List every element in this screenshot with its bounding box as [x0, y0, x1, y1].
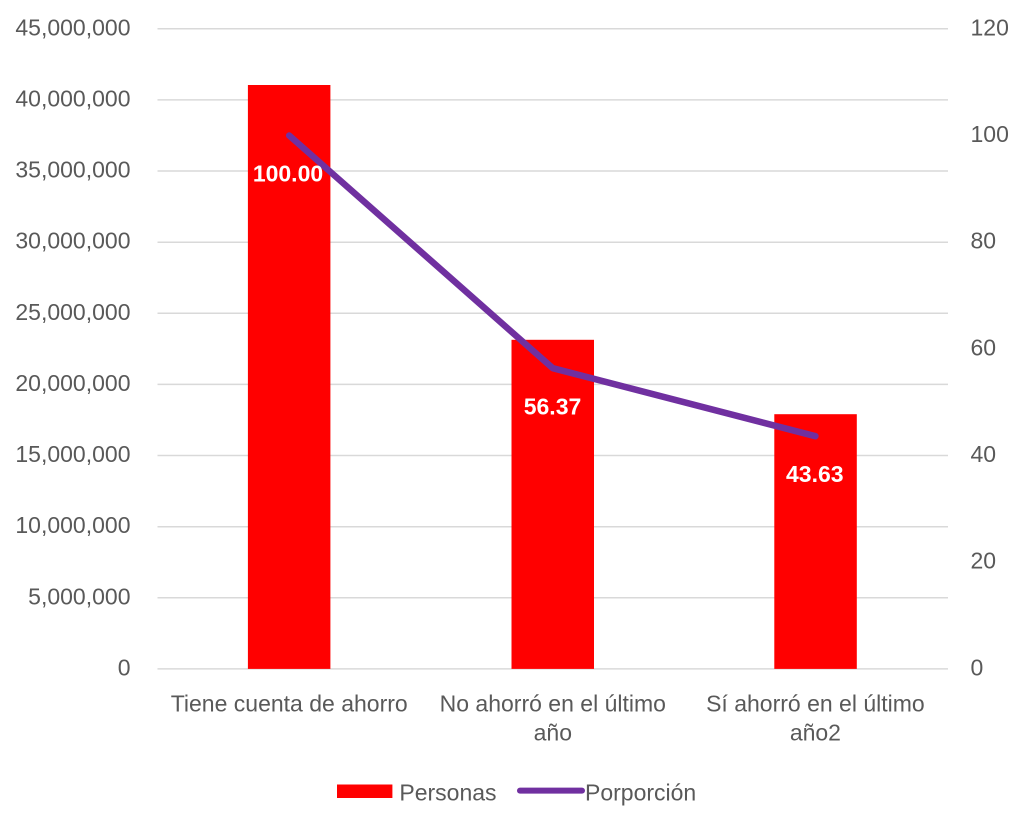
- svg-text:120: 120: [971, 14, 1009, 40]
- svg-text:Tiene cuenta de ahorro: Tiene cuenta de ahorro: [171, 691, 408, 717]
- svg-text:año: año: [534, 720, 572, 746]
- svg-text:60: 60: [971, 334, 997, 360]
- svg-text:Personas: Personas: [399, 780, 496, 806]
- svg-text:5,000,000: 5,000,000: [28, 583, 130, 609]
- svg-text:35,000,000: 35,000,000: [15, 157, 130, 183]
- svg-text:20: 20: [971, 548, 997, 574]
- svg-text:100.00: 100.00: [253, 160, 323, 186]
- svg-text:25,000,000: 25,000,000: [15, 299, 130, 325]
- svg-text:40,000,000: 40,000,000: [15, 85, 130, 111]
- svg-text:45,000,000: 45,000,000: [15, 14, 130, 40]
- svg-text:Sí ahorró en el último: Sí ahorró en el último: [706, 691, 925, 717]
- svg-text:Porporción: Porporción: [585, 780, 696, 806]
- svg-text:100: 100: [971, 121, 1009, 147]
- svg-text:30,000,000: 30,000,000: [15, 228, 130, 254]
- svg-text:0: 0: [971, 654, 984, 680]
- svg-text:56.37: 56.37: [524, 394, 582, 420]
- svg-text:año2: año2: [790, 720, 841, 746]
- svg-text:No ahorró en el último: No ahorró en el último: [440, 691, 666, 717]
- svg-text:10,000,000: 10,000,000: [15, 512, 130, 538]
- svg-text:20,000,000: 20,000,000: [15, 370, 130, 396]
- svg-text:15,000,000: 15,000,000: [15, 441, 130, 467]
- svg-text:0: 0: [118, 654, 131, 680]
- svg-text:80: 80: [971, 228, 997, 254]
- svg-text:40: 40: [971, 441, 997, 467]
- svg-text:43.63: 43.63: [786, 461, 844, 487]
